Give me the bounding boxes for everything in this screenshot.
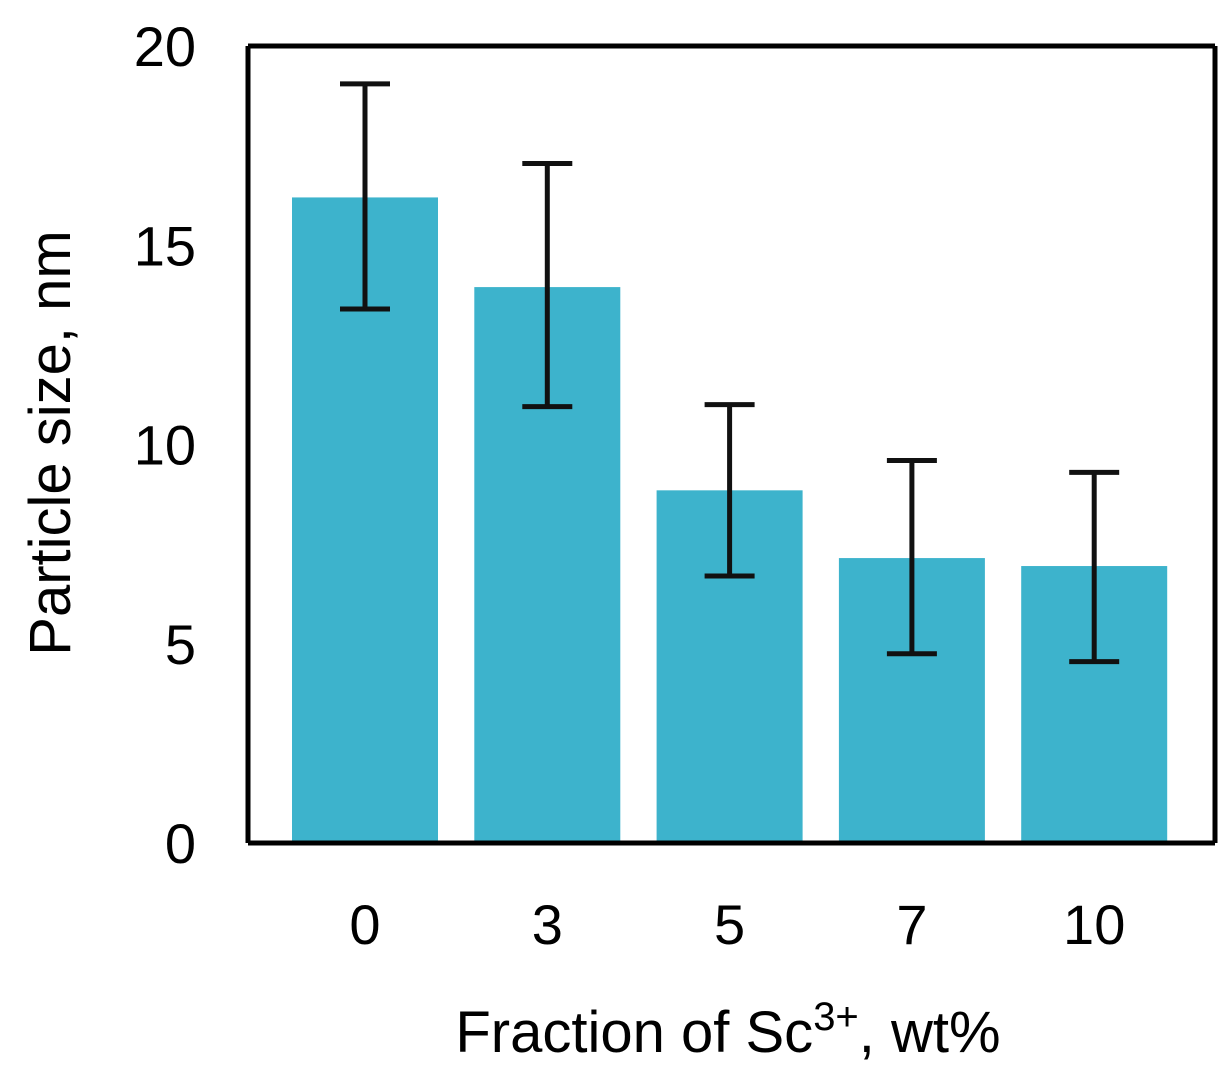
x-tick-label: 0 [349, 893, 380, 956]
y-tick-label: 5 [165, 613, 196, 676]
x-tick-label: 7 [896, 893, 927, 956]
error-bar-3 [522, 161, 573, 410]
x-tick-label: 3 [532, 893, 563, 956]
error-bars-layer [340, 81, 1120, 665]
y-tick-labels: 0 5 10 15 20 [134, 15, 196, 875]
y-axis-title: Particle size, nm [18, 230, 83, 655]
error-bar-10 [1069, 469, 1120, 665]
x-axis-title-suffix: , wt% [859, 1000, 1001, 1065]
y-tick-label: 20 [134, 15, 196, 78]
y-tick-label: 15 [134, 214, 196, 277]
error-bar-0 [340, 81, 390, 312]
x-tick-labels: 0 3 5 7 10 [349, 893, 1125, 956]
plot-frame-layer [245, 43, 1218, 846]
x-axis-title-base: Fraction of Sc [455, 1000, 813, 1065]
error-bar-5 [704, 402, 755, 579]
x-tick-label: 10 [1063, 893, 1125, 956]
error-bar-7 [886, 457, 937, 657]
x-axis-title-superscript: 3+ [813, 995, 859, 1039]
x-tick-label: 5 [714, 893, 745, 956]
y-tick-label: 10 [134, 414, 196, 477]
x-axis-title: Fraction of Sc3+, wt% [455, 995, 1000, 1065]
y-tick-label: 0 [165, 812, 196, 875]
